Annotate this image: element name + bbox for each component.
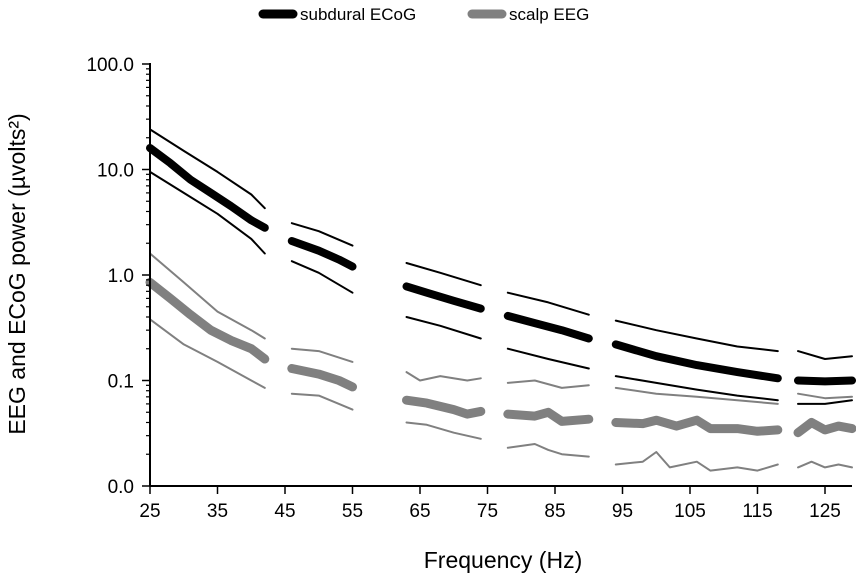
series-line-subdural-ecog-lower-bound-segment-3 <box>405 316 482 340</box>
series-line-scalp-eeg-upper-bound-segment-2 <box>290 347 354 363</box>
y-axis-title: EEG and ECoG power (µvolts²) <box>4 113 30 434</box>
series-line-scalp-eeg-upper-bound-segment-3 <box>405 371 482 382</box>
y-tick-label: 100.0 <box>86 55 134 76</box>
y-tick-label: 0.0 <box>108 477 134 498</box>
y-tick-label: 1.0 <box>108 266 134 287</box>
y-tick-label: 10.0 <box>97 161 134 182</box>
y-tick-label: 0.1 <box>108 372 134 393</box>
series-line-scalp-eeg-mean-segment-6 <box>793 418 856 438</box>
series-line-subdural-ecog-upper-bound-segment-1 <box>149 128 266 210</box>
series-line-scalp-eeg-lower-bound-segment-3 <box>405 421 482 440</box>
x-tick-label: 55 <box>342 501 363 522</box>
legend-label-subdural-ecog: subdural ECoG <box>300 5 416 24</box>
series-line-subdural-ecog-lower-bound-segment-2 <box>290 260 354 294</box>
series-line-subdural-ecog-upper-bound-segment-4 <box>506 291 590 316</box>
series-line-scalp-eeg-upper-bound-segment-6 <box>797 392 853 400</box>
x-tick-label: 25 <box>139 501 160 522</box>
series-line-subdural-ecog-mean-segment-1 <box>146 144 269 232</box>
series-line-scalp-eeg-upper-bound-segment-1 <box>149 252 266 340</box>
series-layer <box>145 128 856 472</box>
series-line-scalp-eeg-lower-bound-segment-5 <box>614 451 779 472</box>
x-tick-label: 65 <box>409 501 430 522</box>
series-line-subdural-ecog-upper-bound-segment-2 <box>290 222 354 247</box>
series-line-scalp-eeg-lower-bound-segment-1 <box>149 318 266 389</box>
x-tick-label: 35 <box>207 501 228 522</box>
series-line-subdural-ecog-upper-bound-segment-5 <box>614 319 779 353</box>
x-axis-title: Frequency (Hz) <box>424 547 582 573</box>
y-major-ticks: 0.0 0.1 1.0 10.0 100.0 <box>86 55 150 498</box>
series-line-scalp-eeg-mean-segment-2 <box>287 364 357 392</box>
series-line-scalp-eeg-mean-segment-3 <box>402 395 486 419</box>
series-line-subdural-ecog-upper-bound-segment-3 <box>405 262 482 287</box>
series-line-scalp-eeg-mean-segment-5 <box>611 415 783 436</box>
legend-label-scalp-eeg: scalp EEG <box>509 5 589 24</box>
x-tick-label: 105 <box>674 501 706 522</box>
series-line-subdural-ecog-mean-segment-6 <box>794 376 856 386</box>
x-tick-label: 85 <box>544 501 565 522</box>
series-line-subdural-ecog-mean-segment-3 <box>402 282 485 313</box>
series-line-scalp-eeg-upper-bound-segment-4 <box>506 379 590 389</box>
series-line-subdural-ecog-mean-segment-5 <box>611 340 782 383</box>
x-tick-label: 95 <box>612 501 633 522</box>
series-line-subdural-ecog-mean-segment-2 <box>287 237 357 271</box>
x-tick-label: 125 <box>809 501 841 522</box>
series-line-subdural-ecog-upper-bound-segment-6 <box>797 350 853 360</box>
series-line-subdural-ecog-mean-segment-4 <box>503 311 593 343</box>
series-line-scalp-eeg-mean-segment-4 <box>503 407 594 426</box>
series-line-scalp-eeg-upper-bound-segment-5 <box>614 386 779 405</box>
x-tick-label: 115 <box>742 501 772 522</box>
x-ticks: 25 35 45 55 65 75 85 95 105 115 125 <box>139 486 841 522</box>
legend: subdural ECoG scalp EEG <box>258 5 589 24</box>
series-line-scalp-eeg-lower-bound-segment-4 <box>506 443 590 458</box>
series-line-scalp-eeg-mean-segment-1 <box>145 277 270 364</box>
series-line-subdural-ecog-lower-bound-segment-5 <box>614 375 779 402</box>
series-line-subdural-ecog-lower-bound-segment-4 <box>506 347 590 370</box>
series-line-subdural-ecog-lower-bound-segment-1 <box>149 170 266 255</box>
x-tick-label: 75 <box>477 501 498 522</box>
y-minor-ticks <box>146 68 150 455</box>
series-line-subdural-ecog-lower-bound-segment-6 <box>797 399 853 405</box>
axes: 0.0 0.1 1.0 10.0 100.0 25 35 45 55 65 75 85 95 105 11… <box>86 55 852 522</box>
x-tick-label: 45 <box>274 501 295 522</box>
series-line-scalp-eeg-lower-bound-segment-2 <box>290 392 354 411</box>
series-line-scalp-eeg-lower-bound-segment-6 <box>797 460 853 469</box>
